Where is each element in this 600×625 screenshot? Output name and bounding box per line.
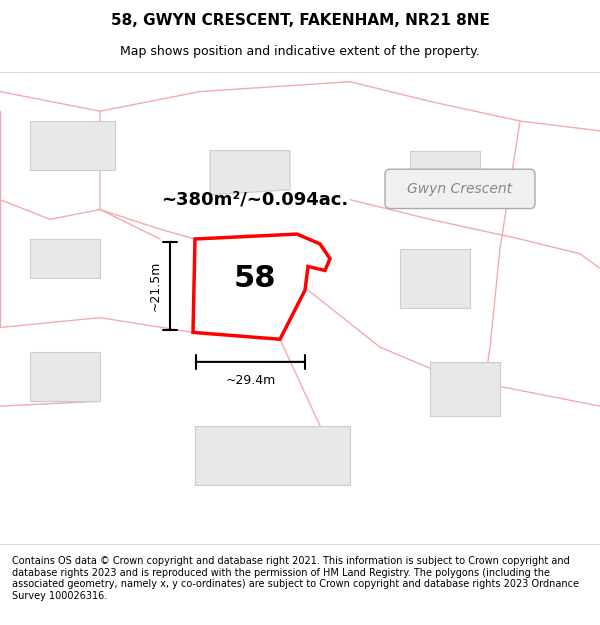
Polygon shape [430,362,500,416]
Text: Contains OS data © Crown copyright and database right 2021. This information is : Contains OS data © Crown copyright and d… [12,556,579,601]
Text: ~29.4m: ~29.4m [226,374,275,387]
Polygon shape [193,234,330,339]
Polygon shape [30,121,115,170]
Polygon shape [30,239,100,278]
Polygon shape [410,151,480,199]
Polygon shape [30,352,100,401]
FancyBboxPatch shape [385,169,535,209]
Text: 58, GWYN CRESCENT, FAKENHAM, NR21 8NE: 58, GWYN CRESCENT, FAKENHAM, NR21 8NE [110,12,490,28]
Polygon shape [210,151,290,195]
Text: 58: 58 [234,264,276,293]
Text: ~380m²/~0.094ac.: ~380m²/~0.094ac. [161,191,349,209]
Text: Gwyn Crescent: Gwyn Crescent [407,182,512,196]
Polygon shape [400,249,470,308]
Text: Map shows position and indicative extent of the property.: Map shows position and indicative extent… [120,45,480,58]
Text: ~21.5m: ~21.5m [149,261,162,311]
Polygon shape [195,426,350,485]
